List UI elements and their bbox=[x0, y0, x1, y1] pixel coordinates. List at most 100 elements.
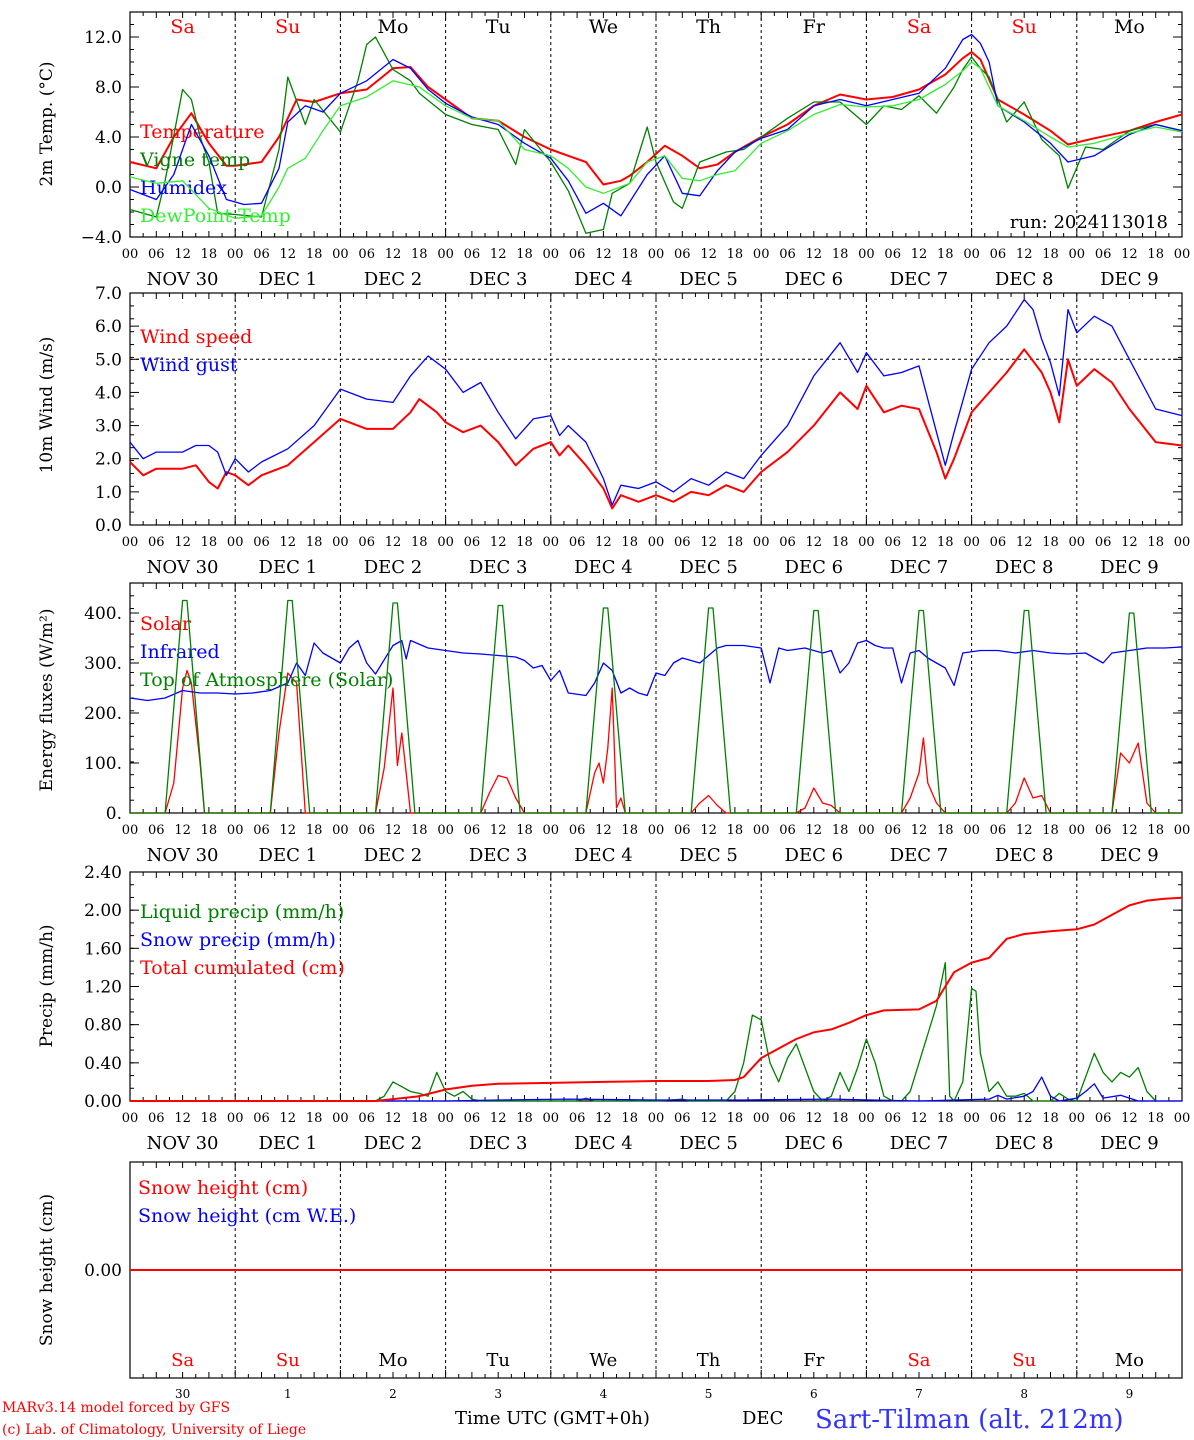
weekday-label-top: Su bbox=[1012, 16, 1037, 38]
day-number-label: 2 bbox=[389, 1387, 397, 1401]
y-tick-label: 3.0 bbox=[95, 417, 122, 437]
hour-tick-label: 06 bbox=[358, 823, 375, 838]
date-label: DEC 3 bbox=[469, 1133, 528, 1154]
hour-tick-label: 12 bbox=[1016, 823, 1033, 838]
date-label: DEC 1 bbox=[259, 1133, 318, 1154]
hour-tick-label: 06 bbox=[779, 1111, 796, 1126]
hour-tick-label: 00 bbox=[227, 823, 244, 838]
hour-tick-label: 06 bbox=[674, 1111, 691, 1126]
hour-tick-label: 06 bbox=[569, 1111, 586, 1126]
panel-3: 0. 100. 200. 300. 400. Energy fluxes (W/m²) 00… bbox=[37, 582, 1191, 866]
hour-tick-label: 00 bbox=[963, 535, 980, 550]
panel-4: 0.00 0.40 0.80 1.20 1.60 2.00 2.40 Precip (mm/h… bbox=[37, 863, 1190, 1154]
weekday-label-bottom: Tu bbox=[486, 1350, 510, 1371]
series-dewpoint-temp bbox=[129, 61, 1183, 219]
hour-tick-label: 18 bbox=[201, 535, 218, 550]
station-title: Sart-Tilman (alt. 212m) bbox=[815, 1405, 1124, 1435]
hour-tick-label: 06 bbox=[674, 535, 691, 550]
series-solar bbox=[130, 669, 1182, 814]
hour-tick-label: 06 bbox=[884, 247, 901, 262]
date-label: DEC 8 bbox=[995, 269, 1054, 290]
y-tick-label: 8.0 bbox=[95, 78, 122, 98]
hour-tick-label: 18 bbox=[832, 823, 849, 838]
y-tick-label: 1.60 bbox=[84, 939, 122, 959]
hour-tick-label: 06 bbox=[148, 247, 165, 262]
hour-tick-label: 06 bbox=[358, 535, 375, 550]
legend-entry: Snow height (cm W.E.) bbox=[138, 1205, 356, 1227]
weekday-label-bottom: Su bbox=[276, 1350, 300, 1371]
hour-tick-label: 12 bbox=[174, 823, 191, 838]
date-label: DEC 9 bbox=[1100, 269, 1159, 290]
y-tick-label: 100. bbox=[84, 754, 122, 774]
hour-tick-label: 06 bbox=[148, 823, 165, 838]
legend-entry: Snow height (cm) bbox=[138, 1177, 308, 1199]
hour-tick-label: 18 bbox=[516, 1111, 533, 1126]
hour-tick-label: 12 bbox=[806, 823, 823, 838]
hour-tick-label: 12 bbox=[700, 823, 717, 838]
y-tick-label: 4.0 bbox=[95, 383, 122, 403]
hour-tick-label: 00 bbox=[1174, 1111, 1191, 1126]
hour-tick-label: 06 bbox=[884, 823, 901, 838]
y-tick-label: 4.0 bbox=[95, 128, 122, 148]
date-label: DEC 7 bbox=[890, 845, 949, 866]
hour-tick-label: 00 bbox=[1174, 823, 1191, 838]
date-label: NOV 30 bbox=[147, 269, 219, 290]
hour-tick-label: 12 bbox=[911, 247, 928, 262]
weekday-label-bottom: Fr bbox=[803, 1350, 824, 1371]
weekday-label-bottom: We bbox=[590, 1350, 618, 1371]
date-label: DEC 9 bbox=[1100, 845, 1159, 866]
hour-tick-label: 06 bbox=[569, 823, 586, 838]
hour-tick-label: 18 bbox=[306, 535, 323, 550]
y-tick-label: 0.0 bbox=[95, 516, 122, 536]
date-label: DEC 4 bbox=[574, 845, 633, 866]
y-tick-label: 2.40 bbox=[84, 863, 122, 883]
weekday-label-bottom: Mo bbox=[1115, 1350, 1144, 1371]
weekday-label-top: Sa bbox=[170, 16, 194, 38]
hour-tick-label: 18 bbox=[621, 535, 638, 550]
date-label: DEC 6 bbox=[785, 845, 844, 866]
date-label: DEC 2 bbox=[364, 845, 423, 866]
hour-tick-label: 18 bbox=[306, 247, 323, 262]
legend-entry: Infrared bbox=[140, 641, 220, 663]
hour-tick-label: 06 bbox=[990, 1111, 1007, 1126]
hour-tick-label: 00 bbox=[858, 823, 875, 838]
day-number-label: 8 bbox=[1020, 1387, 1028, 1401]
hour-tick-label: 06 bbox=[779, 247, 796, 262]
hour-tick-label: 18 bbox=[727, 823, 744, 838]
hour-tick-label: 00 bbox=[437, 247, 454, 262]
hour-tick-label: 18 bbox=[621, 1111, 638, 1126]
hour-tick-label: 12 bbox=[700, 247, 717, 262]
hour-tick-label: 00 bbox=[227, 535, 244, 550]
hour-tick-label: 18 bbox=[1147, 1111, 1164, 1126]
hour-tick-label: 12 bbox=[595, 535, 612, 550]
hour-tick-label: 00 bbox=[1174, 535, 1191, 550]
weekday-label-top: Mo bbox=[378, 16, 409, 38]
series-wind-speed bbox=[129, 348, 1183, 510]
hour-tick-label: 18 bbox=[727, 247, 744, 262]
hour-tick-label: 12 bbox=[595, 823, 612, 838]
day-number-label: 4 bbox=[600, 1387, 608, 1401]
hour-tick-label: 18 bbox=[937, 1111, 954, 1126]
hour-tick-label: 12 bbox=[490, 823, 507, 838]
y-tick-label: 6.0 bbox=[95, 317, 122, 337]
hour-tick-label: 00 bbox=[437, 823, 454, 838]
panel-2: 0.0 1.0 2.0 3.0 4.0 5.0 6.0 7.0 10m Wind (m/s) 00… bbox=[37, 284, 1190, 578]
hour-tick-label: 12 bbox=[1016, 535, 1033, 550]
hour-tick-label: 00 bbox=[858, 1111, 875, 1126]
date-label: DEC 6 bbox=[785, 269, 844, 290]
series-liquid-precip-mm-h bbox=[130, 961, 1157, 1102]
hour-tick-label: 18 bbox=[1147, 247, 1164, 262]
date-label: DEC 6 bbox=[785, 557, 844, 578]
y-tick-label: 2.0 bbox=[95, 450, 122, 470]
y-tick-label: 0.40 bbox=[84, 1054, 122, 1074]
y-tick-label: 7.0 bbox=[95, 284, 122, 304]
series-total-cumulated-cm bbox=[130, 896, 1183, 1102]
hour-tick-label: 12 bbox=[595, 1111, 612, 1126]
date-label: NOV 30 bbox=[147, 1133, 219, 1154]
hour-tick-label: 00 bbox=[648, 1111, 665, 1126]
hour-tick-label: 06 bbox=[253, 247, 270, 262]
hour-tick-label: 18 bbox=[306, 1111, 323, 1126]
y-tick-label: 1.0 bbox=[95, 483, 122, 503]
hour-tick-label: 00 bbox=[227, 247, 244, 262]
hour-tick-label: 00 bbox=[963, 823, 980, 838]
